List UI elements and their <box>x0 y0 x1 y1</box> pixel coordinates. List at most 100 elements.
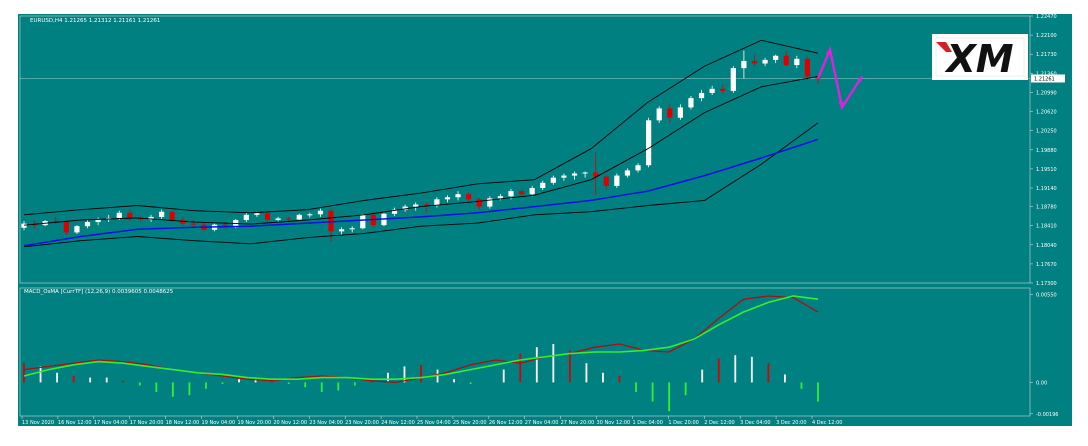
candle-body <box>254 213 260 215</box>
price-tick-label: 1.21360 <box>1036 71 1057 77</box>
candle-body <box>593 172 599 177</box>
axes: 1.22470 1.22100 1.21730 1.21360 1.20990 1.206… <box>19 14 1065 426</box>
candle-body <box>423 204 429 206</box>
candle-body <box>571 173 578 176</box>
price-tick-label: 1.19510 <box>1036 167 1057 173</box>
price-title: EURUSD,H4 1.21265 1.21312 1.21161 1.2126… <box>30 18 160 24</box>
candle-body <box>550 177 556 183</box>
x-tick-label: 19 Nov 04:00 <box>202 420 236 426</box>
candle-body <box>84 222 91 227</box>
middle-band <box>23 75 819 226</box>
x-tick-label: 20 Nov 12:00 <box>273 420 307 426</box>
candle-body <box>159 211 165 217</box>
candle-body <box>656 108 662 121</box>
candle-body <box>487 198 493 207</box>
candle-body <box>646 120 652 166</box>
candle-body <box>243 214 249 220</box>
forecast-arrowhead <box>838 101 844 108</box>
x-tick-label: 24 Nov 12:00 <box>381 420 415 426</box>
candle-body <box>137 218 144 220</box>
candle-body <box>794 58 800 66</box>
candle-body <box>264 213 271 220</box>
price-tick-label: 1.18780 <box>1036 205 1057 211</box>
candle-body <box>95 219 101 223</box>
x-tick-label: 4 Dec 12:00 <box>812 420 842 426</box>
candle-body <box>709 88 715 93</box>
candle-body <box>720 88 726 91</box>
candle-body <box>275 218 281 220</box>
candle-body <box>169 211 175 220</box>
candle-body <box>53 221 59 223</box>
candle-body <box>328 210 334 232</box>
candle-body <box>741 60 747 69</box>
candle-body <box>339 229 345 232</box>
candle-body <box>349 228 355 230</box>
current-price-label: 1.21261 <box>1034 76 1055 82</box>
price-tick-label: 1.18040 <box>1036 243 1057 249</box>
price-tick-label: 1.19140 <box>1036 186 1057 192</box>
candle-body <box>476 199 482 207</box>
candle-body <box>127 212 133 219</box>
candle-body <box>466 194 472 200</box>
candle-body <box>296 214 302 220</box>
forecast-arrow <box>816 45 864 111</box>
candle-body <box>773 55 779 60</box>
price-tick-label: 1.20990 <box>1036 90 1057 96</box>
candle-body <box>444 197 451 200</box>
candle-body <box>74 226 80 233</box>
macd-tick-label: 0.00 <box>1036 380 1047 386</box>
candle-body <box>698 92 705 99</box>
x-tick-label: 16 Nov 12:00 <box>58 420 92 426</box>
x-tick-label: 27 Nov 04:00 <box>525 420 559 426</box>
candle-body <box>508 191 514 197</box>
xm-logo: XM <box>932 34 1028 81</box>
x-tick-label: 26 Nov 12:00 <box>489 420 523 426</box>
x-tick-label: 25 Nov 20:00 <box>453 420 487 426</box>
x-tick-label: 1 Dec 04:00 <box>632 420 662 426</box>
candle-body <box>762 59 768 64</box>
candle-body <box>783 55 789 66</box>
candle-body <box>624 170 631 176</box>
price-tick-label: 1.22100 <box>1036 33 1057 39</box>
candle-body <box>677 107 683 118</box>
candle-body <box>730 68 736 91</box>
x-tick-label: 3 Dec 20:00 <box>776 420 806 426</box>
x-tick-label: 1 Dec 20:00 <box>668 420 698 426</box>
candle-body <box>116 212 122 218</box>
price-tick-label: 1.21730 <box>1036 52 1057 58</box>
x-tick-label: 30 Nov 12:00 <box>597 420 631 426</box>
x-tick-label: 23 Nov 04:00 <box>309 420 343 426</box>
forecast-arrowhead <box>825 49 831 56</box>
candle-body <box>561 175 567 178</box>
x-tick-label: 2 Dec 12:00 <box>704 420 734 426</box>
candle-body <box>635 165 641 171</box>
macd-tick-label: -0.00196 <box>1036 412 1058 418</box>
macd-tick-label: 0.00550 <box>1036 292 1057 298</box>
candle-body <box>582 172 588 174</box>
candle-body <box>148 216 154 220</box>
candle-body <box>360 214 366 229</box>
price-tick-label: 1.19880 <box>1036 148 1057 154</box>
candle-body <box>804 58 811 77</box>
candle-body <box>63 222 69 233</box>
candle-body <box>286 218 292 220</box>
price-tick-label: 1.17670 <box>1036 262 1057 268</box>
chart-background <box>18 14 1072 426</box>
x-tick-label: 13 Nov 2020 <box>22 420 54 426</box>
price-tick-label: 1.18410 <box>1036 224 1057 230</box>
candle-body <box>667 108 673 118</box>
x-tick-label: 19 Nov 20:00 <box>237 420 271 426</box>
candle-body <box>518 191 525 195</box>
candle-body <box>21 223 27 228</box>
candle-body <box>180 219 186 224</box>
candle-body <box>603 176 609 186</box>
candle-body <box>307 214 313 216</box>
x-tick-label: 17 Nov 04:00 <box>94 420 128 426</box>
candle-body <box>434 199 440 206</box>
candle-body <box>413 204 419 207</box>
candle-body <box>540 182 546 188</box>
candle-body <box>190 223 196 225</box>
candle-body <box>317 210 324 215</box>
forecast-arrowhead <box>856 76 862 83</box>
